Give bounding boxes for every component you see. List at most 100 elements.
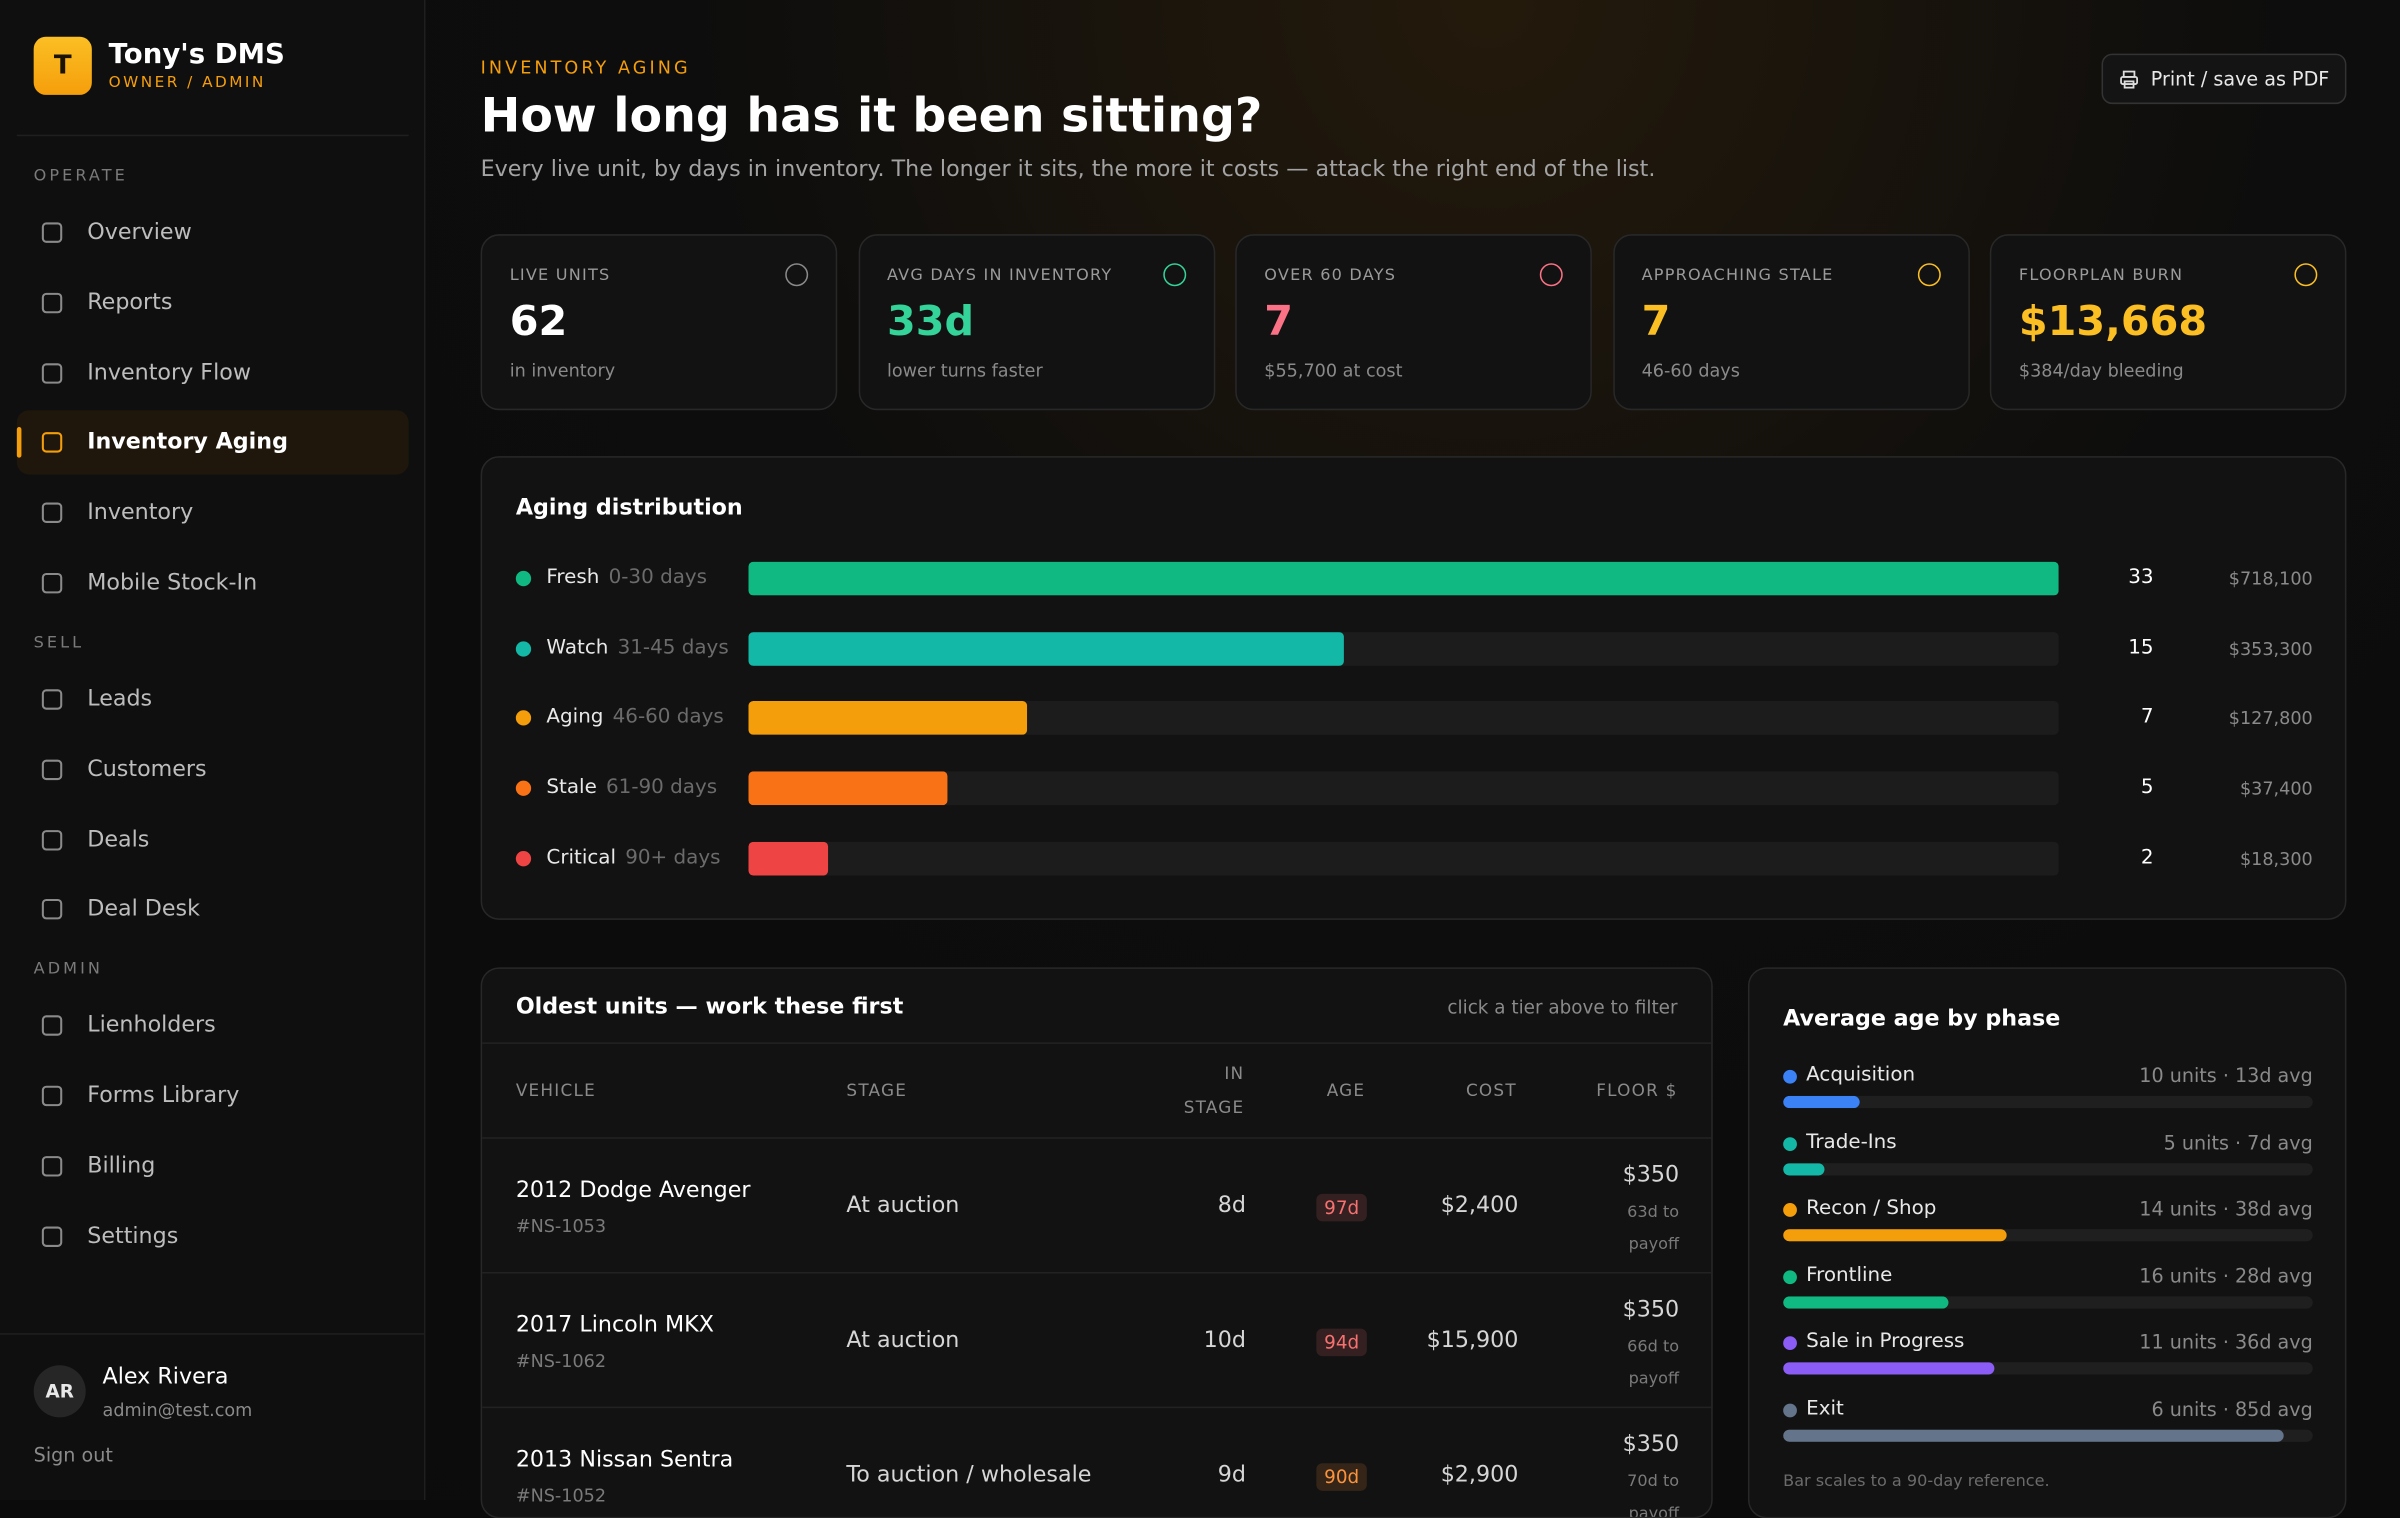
icon — [41, 362, 63, 384]
cost: $15,900 — [1426, 1328, 1519, 1354]
icon — [41, 502, 63, 524]
phase-row: Acquisition 10 units · 13d avg — [1783, 1064, 2313, 1110]
nav-item[interactable]: Leads — [17, 667, 409, 731]
phase-row: Frontline 16 units · 28d avg — [1783, 1264, 2313, 1310]
stage: To auction / wholesale — [846, 1463, 1092, 1488]
tier-dot — [515, 570, 532, 587]
phase-row: Recon / Shop 14 units · 38d avg — [1783, 1197, 2313, 1243]
print-button[interactable]: Print / save as PDF — [2101, 53, 2347, 105]
vehicle: 2017 Lincoln MKX — [515, 1313, 714, 1338]
in-stage: 8d — [1217, 1193, 1246, 1219]
nav-item[interactable]: Deals — [17, 808, 409, 872]
bar — [1783, 1095, 1860, 1109]
phase-dot — [1783, 1270, 1797, 1284]
phase-name: Trade-Ins — [1806, 1130, 1897, 1154]
nav-label: Inventory Aging — [87, 430, 288, 456]
nav-item[interactable]: Billing — [17, 1134, 409, 1198]
bar-track — [1783, 1429, 2313, 1442]
nav-section: ADMIN — [33, 960, 103, 979]
phase-dot — [1783, 1403, 1797, 1418]
phase-name: Frontline — [1806, 1263, 1893, 1287]
nav-label: Billing — [87, 1154, 156, 1179]
kpi-card: LIVE UNITS 62 in inventory — [480, 234, 838, 411]
phase-dot — [1783, 1203, 1797, 1218]
phase-label: 11 units · 36d avg — [2139, 1330, 2313, 1354]
nav-label: Leads — [87, 687, 153, 712]
footnote-days: 90 — [1906, 1472, 1928, 1491]
nav-label: Inventory — [87, 500, 194, 526]
nav-item[interactable]: Inventory Aging — [16, 410, 409, 476]
nav-item[interactable]: Settings — [17, 1204, 409, 1268]
vehicle: 2013 Nissan Sentra — [515, 1447, 734, 1473]
phase-label: 5 units · 7d avg — [2163, 1130, 2313, 1154]
column-header: VEHICLE — [515, 1080, 596, 1101]
icon — [41, 689, 63, 710]
tier-range: 46-60 days — [612, 706, 724, 730]
tier-dot — [515, 640, 532, 657]
kpi-icon — [1917, 263, 1941, 287]
kpi-sub: 46-60 days — [1641, 359, 1740, 382]
kpi-value: $13,668 — [2018, 298, 2208, 346]
sign-out[interactable]: Sign out — [33, 1443, 113, 1467]
bar — [748, 701, 1027, 736]
tier-row[interactable]: Fresh 0-30 days 33 $718,100 — [515, 561, 2313, 596]
tier-dot — [515, 850, 532, 867]
nav-label: Settings — [87, 1224, 179, 1249]
nav-item[interactable]: Mobile Stock-In — [17, 551, 409, 615]
phase-dot — [1783, 1136, 1797, 1151]
brand-name: Tony's DMS — [108, 38, 285, 71]
age-badge: 94d — [1316, 1328, 1367, 1357]
user-panel: AR Alex Rivera admin@test.com Sign out — [0, 1333, 424, 1466]
nav-item[interactable]: Customers — [17, 737, 409, 801]
tier-count: 7 — [2140, 706, 2154, 730]
tier-label: Aging — [546, 706, 604, 730]
phase-label: 6 units · 85d avg — [2151, 1397, 2313, 1421]
kpi-label: OVER 60 DAYS — [1264, 266, 1397, 285]
stock-number: #NS-1052 — [515, 1484, 607, 1507]
tier-label: Stale — [546, 776, 597, 800]
nav-item[interactable]: Forms Library — [17, 1064, 409, 1128]
bar-track — [1783, 1229, 2313, 1242]
nav-item[interactable]: Deal Desk — [17, 878, 409, 942]
nav-item[interactable]: Lienholders — [17, 994, 409, 1058]
nav-item[interactable]: Inventory — [17, 481, 409, 545]
stage: At auction — [846, 1193, 960, 1219]
column-header: IN STAGE — [1183, 1063, 1245, 1118]
tier-row[interactable]: Stale 61-90 days 5 $37,400 — [515, 771, 2313, 806]
table-row[interactable]: 2013 Nissan Sentra #NS-1052 To auction / w… — [482, 1406, 1712, 1517]
floor: $350 — [1622, 1432, 1680, 1458]
kpi-value: 7 — [1264, 298, 1294, 346]
phase-name: Acquisition — [1806, 1063, 1916, 1087]
card-title: Average age by phase — [1783, 1007, 2061, 1032]
kpi-label: APPROACHING STALE — [1641, 266, 1834, 285]
tier-cost: $127,800 — [2228, 707, 2313, 730]
payoff: 63d to payoff — [1627, 1203, 1680, 1254]
tier-row[interactable]: Aging 46-60 days 7 $127,800 — [515, 701, 2313, 736]
card-title: Oldest units — work these first — [515, 994, 904, 1020]
nav-item[interactable]: Overview — [17, 201, 409, 265]
table-row[interactable]: 2017 Lincoln MKX #NS-1062 At auction 10d 94d… — [482, 1271, 1712, 1408]
phase-label: 14 units · 38d avg — [2139, 1197, 2313, 1221]
tier-count: 33 — [2128, 566, 2154, 590]
icon — [41, 292, 63, 313]
nav-item[interactable]: Reports — [17, 271, 409, 335]
tier-row[interactable]: Watch 31-45 days 15 $353,300 — [515, 631, 2313, 666]
bar — [748, 841, 828, 876]
tier-dot — [515, 780, 532, 797]
tier-count: 2 — [2140, 846, 2154, 870]
bar-track — [1783, 1296, 2313, 1309]
tier-row[interactable]: Critical 90+ days 2 $18,300 — [515, 841, 2313, 876]
bar-track — [1783, 1362, 2313, 1376]
phase-dot — [1783, 1069, 1797, 1084]
tier-label: Watch — [546, 636, 609, 660]
nav-item[interactable]: Inventory Flow — [17, 341, 409, 405]
icon — [41, 1015, 63, 1037]
tier-name: Critical 90+ days — [546, 846, 720, 869]
button-label: Print / save as PDF — [2150, 67, 2330, 91]
tier-range: 31-45 days — [617, 636, 729, 660]
table-row[interactable]: 2012 Dodge Avenger #NS-1053 At auction 8d 97… — [482, 1137, 1712, 1273]
footnote-text: -day reference. — [1927, 1472, 2050, 1491]
bar-track — [1783, 1162, 2313, 1175]
nav-label: Deal Desk — [87, 897, 200, 923]
icon — [41, 572, 63, 594]
